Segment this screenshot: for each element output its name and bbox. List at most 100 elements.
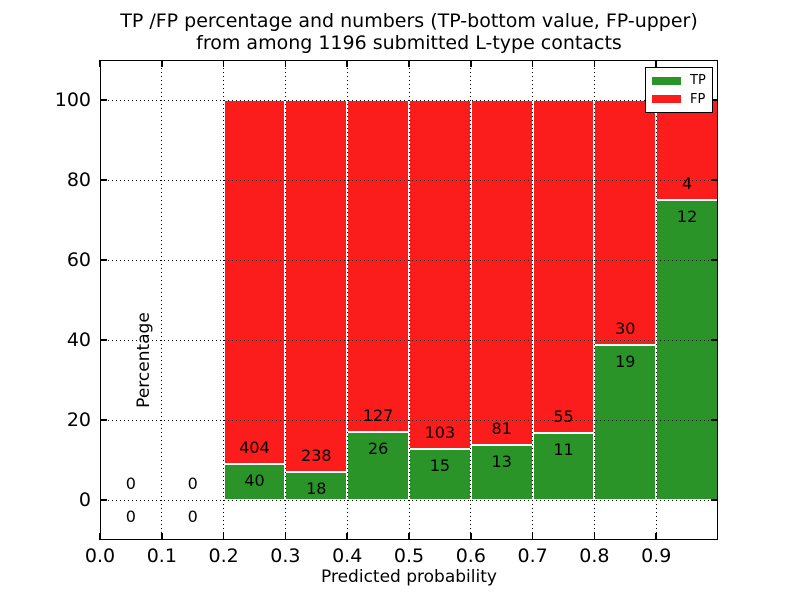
fp-bar-segment bbox=[285, 100, 348, 472]
fp-count-label: 0 bbox=[125, 474, 136, 493]
x-tick bbox=[655, 533, 657, 540]
x-tick bbox=[284, 533, 287, 540]
y-tick-right bbox=[711, 259, 718, 261]
fp-bar-segment bbox=[223, 100, 286, 464]
plot-area: 0 0 0 0 404 40 238 18 127 26 103 15 81 13 55 11 30 19 4 12 … bbox=[99, 60, 718, 540]
x-tick-top bbox=[346, 60, 348, 67]
legend: TP FP bbox=[645, 67, 713, 113]
fp-count-label: 127 bbox=[362, 406, 394, 425]
tp-count-label: 13 bbox=[491, 451, 512, 471]
x-gridline bbox=[161, 60, 163, 540]
fp-bar-segment bbox=[347, 100, 409, 432]
y-tick bbox=[100, 259, 107, 261]
x-tick-top bbox=[655, 60, 657, 67]
fp-bar-segment bbox=[470, 100, 533, 445]
fp-count-label: 238 bbox=[301, 446, 332, 465]
x-tick-top bbox=[161, 60, 163, 67]
legend-swatch-fp bbox=[652, 95, 681, 104]
legend-label-fp: FP bbox=[690, 91, 706, 107]
y-tick bbox=[100, 179, 107, 181]
y-tick-right bbox=[711, 499, 718, 501]
x-gridline bbox=[408, 60, 410, 540]
x-tick bbox=[99, 533, 101, 540]
tp-bar-segment bbox=[656, 200, 718, 500]
x-tick bbox=[222, 533, 225, 540]
fp-count-label: 0 bbox=[187, 474, 198, 493]
tp-count-label: 26 bbox=[367, 439, 389, 458]
x-tick bbox=[593, 533, 596, 540]
y-tick-label: 60 bbox=[66, 249, 91, 271]
tp-count-label: 15 bbox=[429, 456, 451, 476]
x-tick-top bbox=[222, 60, 225, 67]
x-tick-label: 0.8 bbox=[579, 545, 610, 567]
tp-count-label: 0 bbox=[187, 507, 198, 526]
x-gridline bbox=[532, 60, 534, 540]
x-gridline bbox=[655, 60, 657, 540]
fp-count-label: 103 bbox=[424, 423, 456, 443]
x-tick-label: 0.0 bbox=[84, 545, 116, 567]
x-tick-label: 0.6 bbox=[455, 545, 486, 567]
fp-count-label: 30 bbox=[615, 318, 636, 338]
y-tick-label: 40 bbox=[66, 329, 91, 351]
x-tick-label: 0.1 bbox=[146, 545, 177, 567]
x-tick-top bbox=[408, 60, 410, 67]
y-tick-label: 20 bbox=[66, 409, 91, 431]
x-tick-label: 0.5 bbox=[393, 545, 425, 567]
y-tick bbox=[100, 419, 107, 421]
fp-bar-segment bbox=[532, 100, 595, 434]
y-tick-label: 80 bbox=[66, 169, 91, 191]
x-tick bbox=[408, 533, 410, 540]
x-gridline bbox=[284, 60, 286, 540]
x-tick bbox=[470, 533, 472, 540]
x-axis-label: Predicted probability bbox=[321, 567, 497, 587]
chart-title-line2: from among 1196 submitted L-type contact… bbox=[196, 32, 622, 54]
y-tick-right bbox=[711, 419, 718, 421]
legend-entry-fp: FP bbox=[652, 93, 706, 106]
y-tick-label: 0 bbox=[78, 489, 91, 511]
x-gridline bbox=[346, 60, 348, 540]
tp-count-label: 12 bbox=[676, 207, 698, 226]
y-tick-right bbox=[711, 99, 718, 101]
y-gridline bbox=[100, 499, 718, 501]
tp-count-label: 11 bbox=[553, 440, 574, 460]
y-gridline bbox=[100, 339, 718, 341]
x-tick-top bbox=[531, 60, 534, 67]
x-gridline bbox=[223, 60, 225, 540]
y-tick-label: 100 bbox=[54, 89, 91, 111]
legend-swatch-tp bbox=[652, 76, 681, 85]
x-gridline bbox=[593, 60, 595, 540]
x-tick bbox=[346, 533, 348, 540]
x-tick-top bbox=[593, 60, 596, 67]
y-gridline bbox=[100, 419, 718, 421]
x-tick-label: 0.2 bbox=[208, 545, 239, 567]
fp-count-label: 55 bbox=[553, 407, 574, 427]
y-tick bbox=[100, 339, 107, 341]
y-gridline bbox=[100, 179, 718, 181]
y-gridline bbox=[100, 259, 718, 261]
tp-count-label: 0 bbox=[125, 507, 136, 526]
y-tick-right bbox=[711, 179, 718, 181]
tp-count-label: 18 bbox=[306, 479, 327, 498]
x-tick-label: 0.4 bbox=[332, 545, 363, 567]
tp-bar-segment bbox=[223, 464, 286, 500]
x-tick-label: 0.9 bbox=[641, 545, 672, 567]
x-tick-label: 0.7 bbox=[517, 545, 548, 567]
x-tick-top bbox=[284, 60, 287, 67]
tp-count-label: 40 bbox=[244, 471, 265, 490]
y-tick-right bbox=[711, 339, 718, 341]
fp-bar-segment bbox=[594, 100, 657, 345]
y-tick bbox=[100, 99, 107, 101]
y-tick bbox=[100, 499, 107, 501]
legend-label-tp: TP bbox=[690, 73, 706, 89]
x-tick-label: 0.3 bbox=[270, 545, 301, 567]
fp-count-label: 4 bbox=[681, 174, 693, 193]
fp-count-label: 81 bbox=[491, 418, 512, 438]
x-tick bbox=[161, 533, 163, 540]
x-tick-top bbox=[470, 60, 472, 67]
fp-bar-segment bbox=[409, 100, 471, 450]
y-axis-label: Percentage bbox=[134, 312, 154, 408]
tp-count-label: 19 bbox=[615, 351, 636, 371]
x-gridline bbox=[470, 60, 472, 540]
x-tick bbox=[531, 533, 534, 540]
